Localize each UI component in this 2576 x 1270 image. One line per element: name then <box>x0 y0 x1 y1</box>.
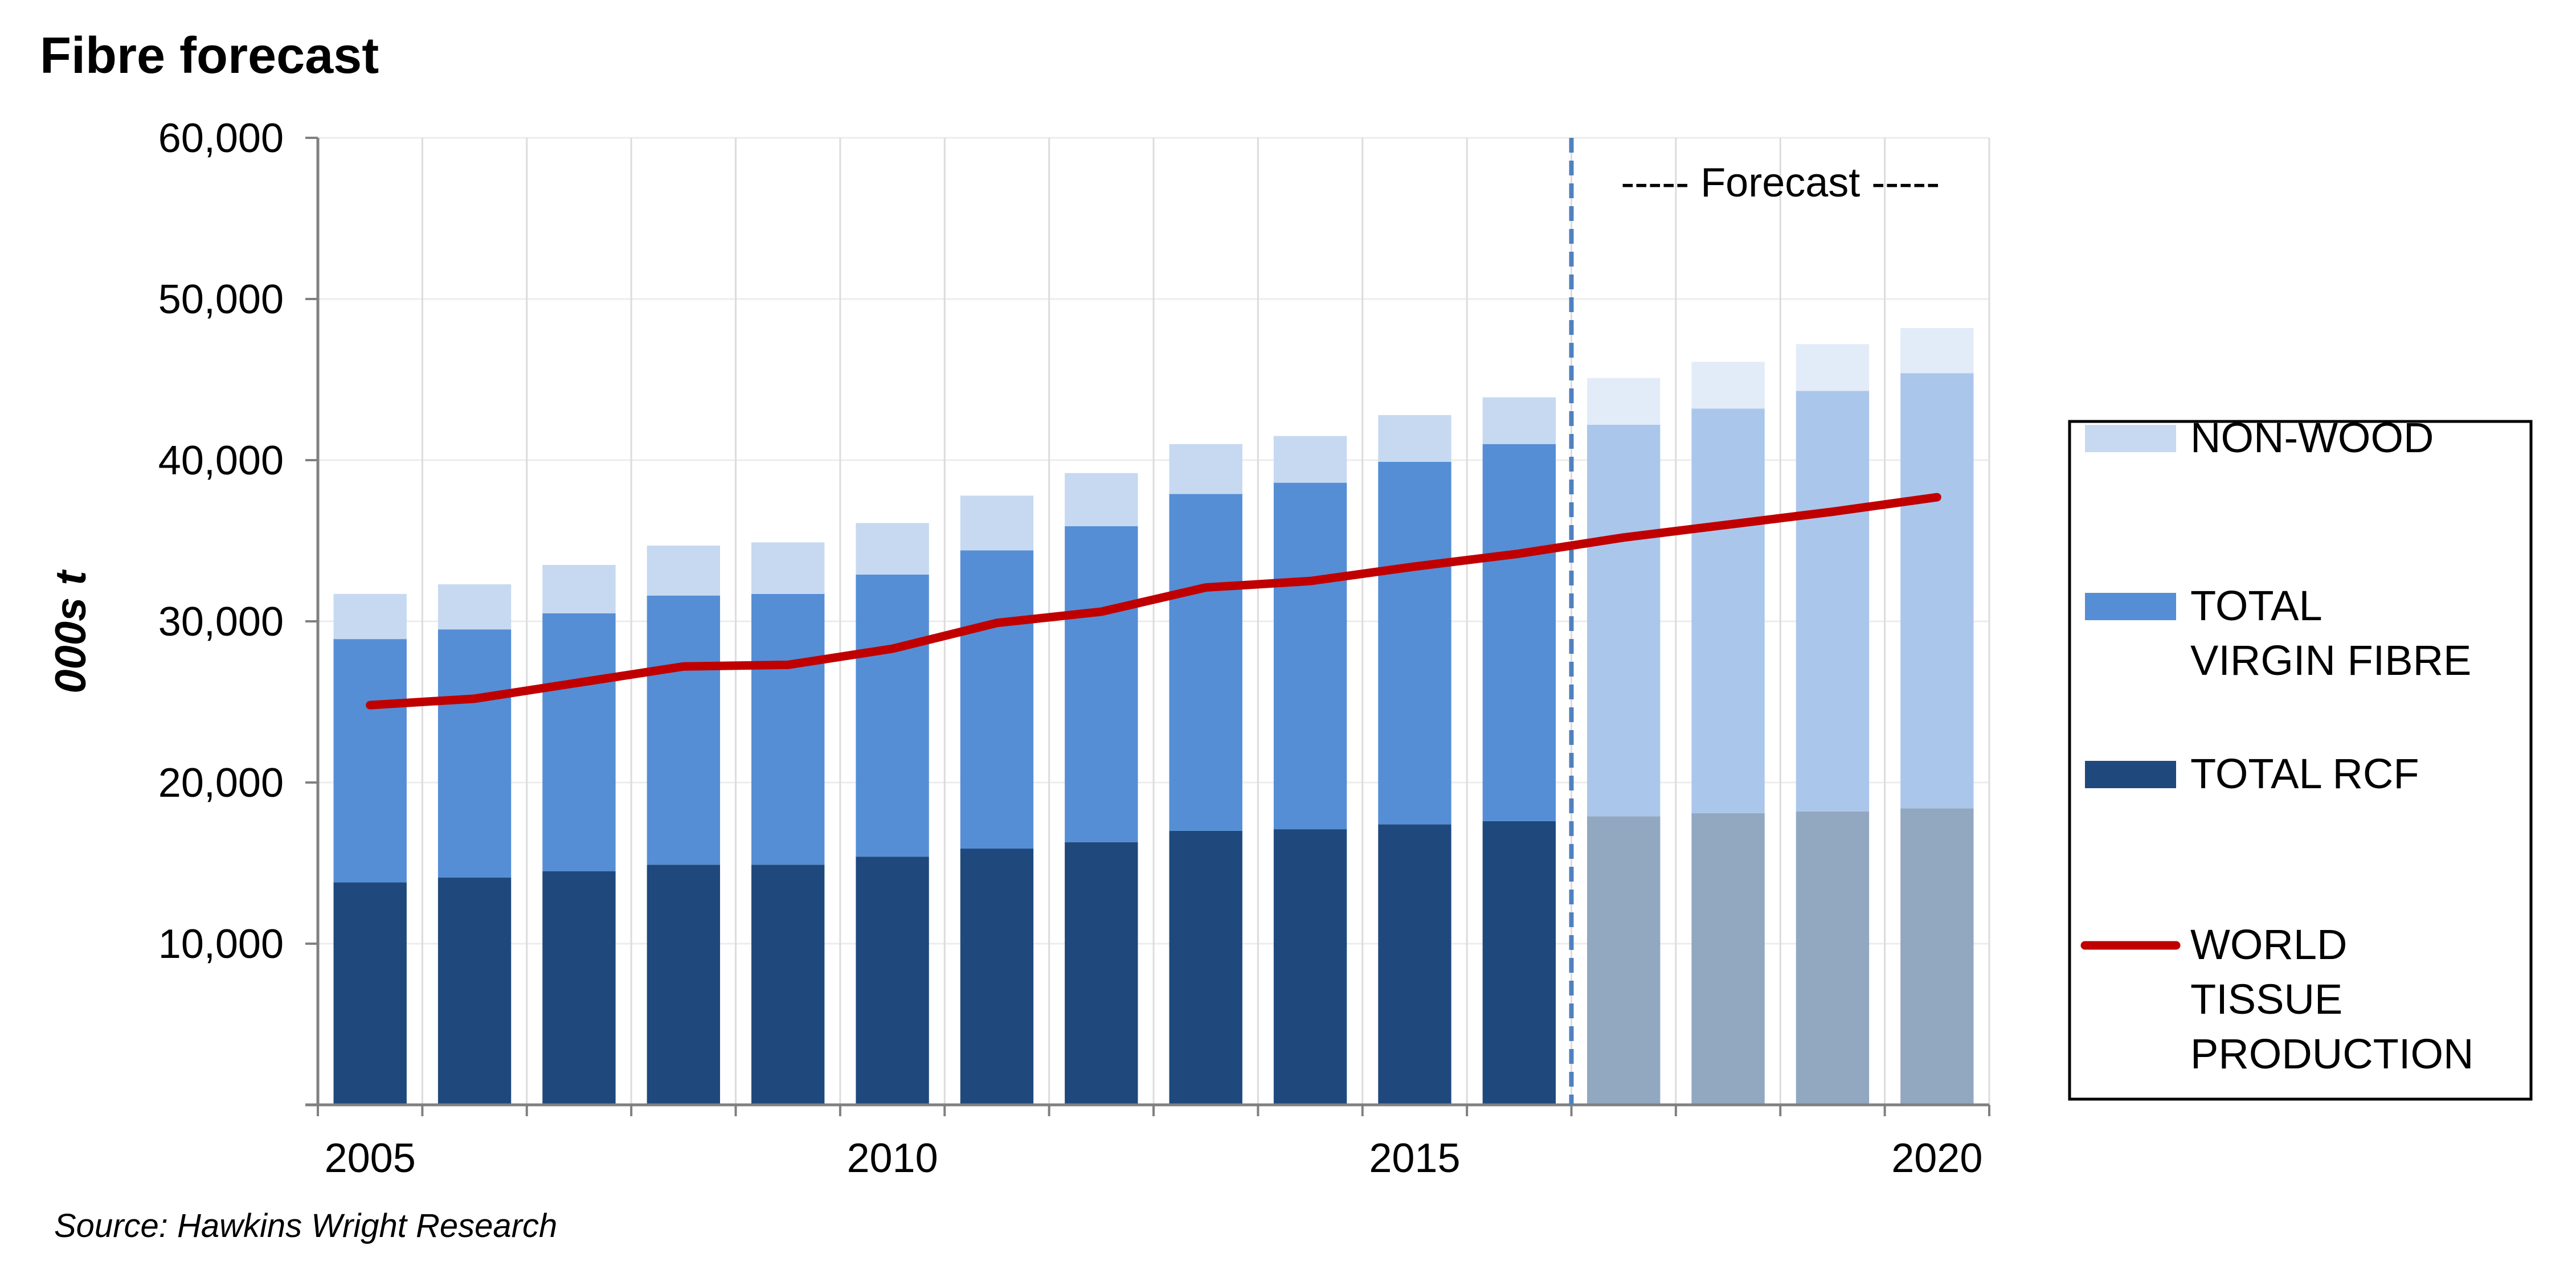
bar-total-virgin-fibre <box>437 629 512 878</box>
bar-non-wood <box>751 542 825 594</box>
bar-total-rcf <box>1796 811 1870 1105</box>
y-axis-label: 000s t <box>47 570 95 694</box>
bar-total-rcf <box>542 871 616 1105</box>
legend-label-non_wood: NON-WOOD <box>2190 414 2434 461</box>
x-tick-label: 2010 <box>847 1136 938 1181</box>
y-tick-label: 60,000 <box>158 116 284 161</box>
bar-total-virgin-fibre <box>647 595 720 865</box>
bar-total-rcf <box>333 882 407 1105</box>
bar-total-virgin-fibre <box>1587 424 1661 817</box>
chart-title: Fibre forecast <box>40 27 379 84</box>
bar-non-wood <box>437 584 512 630</box>
axes <box>305 137 1990 1116</box>
bar-total-virgin-fibre <box>1378 461 1451 825</box>
forecast-annotation: ----- Forecast ----- <box>1621 160 1940 206</box>
x-tick-label: 2020 <box>1891 1136 1982 1181</box>
bar-non-wood <box>1169 444 1242 494</box>
legend-box <box>2068 420 2533 1101</box>
bar-total-virgin-fibre <box>960 550 1034 849</box>
bar-total-rcf <box>1065 842 1138 1105</box>
bar-total-rcf <box>960 849 1034 1105</box>
bar-total-rcf <box>1482 821 1556 1105</box>
legend-label-virgin: TOTAL VIRGIN FIBRE <box>2190 582 2471 684</box>
y-tick-label: 10,000 <box>158 921 284 967</box>
legend-swatch-rcf <box>2085 761 2176 788</box>
bar-total-rcf <box>1691 813 1765 1105</box>
bar-non-wood <box>1065 473 1138 527</box>
bar-non-wood <box>1900 327 1974 374</box>
bar-total-rcf <box>1378 824 1451 1105</box>
legend-swatch-virgin <box>2085 593 2176 620</box>
bar-total-rcf <box>751 865 825 1105</box>
tissue-production-polyline <box>366 493 1941 710</box>
x-tick-label: 2015 <box>1369 1136 1460 1181</box>
bar-non-wood <box>333 593 407 640</box>
bar-total-rcf <box>647 865 720 1105</box>
bar-non-wood <box>1482 397 1556 444</box>
source-note: Source: Hawkins Wright Research <box>54 1207 557 1244</box>
bar-total-virgin-fibre <box>333 639 407 883</box>
y-tick-labels: 10,000 20,000 30,000 40,000 50,000 60,000 <box>158 116 284 967</box>
bar-total-virgin-fibre <box>1691 408 1765 813</box>
tissue-production-line <box>366 493 1941 710</box>
bar-total-rcf <box>437 877 512 1105</box>
x-tick-label: 2005 <box>325 1136 416 1181</box>
bar-non-wood <box>542 564 616 613</box>
bars <box>333 327 1974 1105</box>
bar-total-virgin-fibre <box>1169 494 1242 831</box>
bar-total-virgin-fibre <box>1796 391 1870 812</box>
bar-total-virgin-fibre <box>1900 373 1974 809</box>
bar-non-wood <box>1691 362 1765 409</box>
y-tick-label: 50,000 <box>158 277 284 322</box>
bar-non-wood <box>1587 378 1661 425</box>
bar-non-wood <box>1273 436 1347 483</box>
y-tick-label: 30,000 <box>158 599 284 645</box>
x-tick-labels: 2005 2010 2015 2020 <box>325 1136 1983 1181</box>
bar-total-virgin-fibre <box>1065 526 1138 842</box>
legend-label-tissue: WORLD TISSUE PRODUCTION <box>2190 921 2473 1078</box>
bar-non-wood <box>1796 344 1870 391</box>
y-tick-label: 20,000 <box>158 760 284 806</box>
bar-total-virgin-fibre <box>542 613 616 871</box>
bar-total-virgin-fibre <box>1482 444 1556 821</box>
legend-swatch-non_wood <box>2085 425 2176 452</box>
bar-total-virgin-fibre <box>1273 482 1347 830</box>
bar-total-rcf <box>1587 816 1661 1105</box>
bar-total-virgin-fibre <box>751 593 825 865</box>
bar-non-wood <box>647 545 720 596</box>
bar-total-rcf <box>1900 808 1974 1105</box>
bar-total-rcf <box>1273 829 1347 1105</box>
bar-non-wood <box>960 495 1034 551</box>
bar-total-rcf <box>1169 830 1242 1105</box>
bar-non-wood <box>856 523 929 575</box>
bar-total-rcf <box>856 857 929 1105</box>
legend-label-rcf: TOTAL RCF <box>2190 750 2419 797</box>
bar-non-wood <box>1378 415 1451 462</box>
y-tick-label: 40,000 <box>158 438 284 484</box>
bar-total-virgin-fibre <box>856 574 929 857</box>
legend: NON-WOOD TOTAL VIRGIN FIBRE TOTAL RCF WORLD T… <box>2068 414 2533 1101</box>
